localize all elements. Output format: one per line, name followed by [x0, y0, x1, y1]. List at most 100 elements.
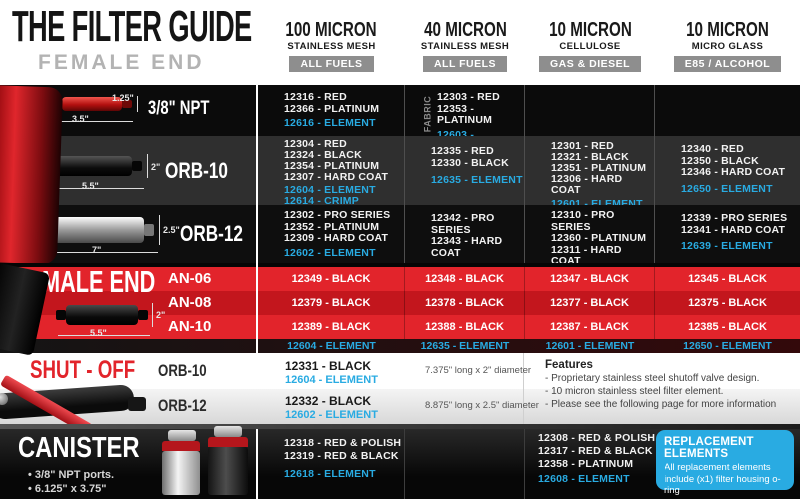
column-fuel-badge: GAS & DIESEL	[538, 56, 642, 72]
part-number: 12332 - BLACK	[285, 394, 372, 408]
divider	[256, 429, 258, 499]
mounting-bracket	[214, 426, 242, 437]
row-label-an06: AN-06	[168, 270, 212, 287]
column-media-label: STAINLESS MESH	[420, 41, 510, 52]
callout-title: REPLACEMENT ELEMENTS	[664, 436, 754, 460]
canister-cap-red	[162, 441, 200, 451]
callout-text: All replacement elements include (x1) fi…	[664, 462, 781, 496]
divider	[0, 424, 800, 429]
page-title: THE FILTER GUIDE	[12, 2, 252, 51]
cell-an08-40micron: 12378 - BLACK	[405, 291, 525, 315]
column-header-100-micron: 100 MICRON STAINLESS MESH ALL FUELS	[258, 20, 405, 72]
element-numbers: 12616 - ELEMENT	[284, 117, 376, 129]
filter-photo-male	[66, 305, 138, 325]
column-fuel-badge: ALL FUELS	[289, 56, 374, 72]
row-label-npt: 3/8" NPT	[148, 98, 210, 119]
cell-an06-40micron: 12348 - BLACK	[405, 267, 525, 291]
shut-off-heading: SHUT - OFF	[30, 356, 136, 384]
filter-end-fitting	[132, 161, 142, 171]
cell-npt-10micron-cellulose	[525, 85, 655, 153]
cell-orb10-10micron-cellulose: 12301 - RED 12321 - BLACK 12351 - PLATIN…	[525, 136, 655, 218]
cell-an10-10micron-cellulose: 12387 - BLACK	[525, 315, 655, 339]
canister-photos	[152, 426, 262, 498]
cell-an06-10micron-cellulose: 12347 - BLACK	[525, 267, 655, 291]
divider	[523, 353, 524, 424]
canister-heading: CANISTER	[18, 432, 140, 464]
column-fuel-badge: ALL FUELS	[422, 56, 508, 72]
dimension-line	[55, 121, 133, 122]
element-number: 12635 - ELEMENT	[420, 340, 510, 352]
cell-orb12-10micron-glass: 12339 - PRO SERIES 12341 - HARD COAT 126…	[655, 205, 800, 282]
element-numbers: 12618 - ELEMENT	[284, 468, 376, 480]
header: THE FILTER GUIDE FEMALE END 100 MICRON S…	[0, 0, 800, 85]
cell-an08-100micron: 12379 - BLACK	[258, 291, 405, 315]
callout-tail	[647, 466, 665, 484]
column-micron-label: 100 MICRON	[285, 19, 378, 41]
part-numbers: 12304 - RED 12324 - BLACK 12354 - PLATIN…	[284, 138, 389, 183]
cell-canister-100micron: 12318 - RED & POLISH 12319 - RED & BLACK…	[284, 437, 401, 481]
part-numbers: 12302 - PRO SERIES 12352 - PLATINUM 1230…	[284, 209, 391, 244]
row-label-orb12: ORB-12	[180, 221, 243, 246]
dimension-line	[159, 215, 160, 245]
table-row-npt: 1.25" 3.5" 3/8" NPT 12316 - RED 12366 - …	[0, 85, 800, 153]
valve-hinge	[0, 393, 8, 405]
canister-bullets: • 3/8" NPT ports. • 6.125" x 3.75"	[28, 469, 115, 495]
row-label-an10: AN-10	[168, 318, 212, 335]
part-number: 12331 - BLACK	[285, 359, 372, 373]
column-micron-label: 10 MICRON	[548, 19, 632, 41]
row-label-shutoff-orb10: ORB-10	[158, 361, 207, 380]
canister-body-black	[208, 447, 248, 495]
column-micron-label: 40 MICRON	[423, 19, 507, 41]
part-numbers: 12308 - RED & POLISH 12317 - RED & BLACK…	[538, 432, 656, 470]
table-row-orb10: 2" 5.5" ORB-10 12304 - RED 12324 - BLACK…	[0, 136, 800, 218]
element-number: 12604 - ELEMENT	[285, 374, 378, 386]
dimension-line	[58, 335, 150, 336]
cell-an08-10micron-glass: 12375 - BLACK	[688, 297, 767, 309]
part-numbers: 12310 - PRO SERIES 12360 - PLATINUM 1231…	[551, 209, 647, 267]
dimension-height: 2"	[156, 310, 166, 320]
element-numbers: 12635 - ELEMENT	[431, 174, 523, 186]
dimension-line	[40, 252, 158, 253]
canister-body-polished	[162, 451, 200, 495]
dimension-line	[48, 188, 144, 189]
column-micron-label: 10 MICRON	[686, 19, 769, 41]
filter-end-fitting	[144, 224, 154, 236]
dimension-length: 7"	[92, 245, 102, 255]
column-media-label: STAINLESS MESH	[287, 41, 376, 52]
cell-orb10-40micron: 12335 - RED 12330 - BLACK 12635 - ELEMEN…	[405, 136, 525, 218]
row-label-an08: AN-08	[168, 294, 212, 311]
cell-orb12-100micron: 12302 - PRO SERIES 12352 - PLATINUM 1230…	[258, 205, 405, 282]
part-numbers: 12342 - PRO SERIES 12343 - HARD COAT	[431, 212, 503, 259]
dimension-height: 2"	[151, 162, 161, 172]
column-header-40-micron: 40 MICRON STAINLESS MESH ALL FUELS	[405, 20, 525, 72]
element-number: 12604 - ELEMENT	[287, 340, 376, 352]
dimension-height: 2.5"	[163, 225, 180, 235]
column-fuel-badge: E85 / ALCOHOL	[673, 56, 782, 72]
row-label-orb10: ORB-10	[165, 158, 228, 183]
element-numbers: 12639 - ELEMENT	[681, 240, 773, 252]
element-numbers: 12608 - ELEMENT	[538, 473, 630, 485]
element-numbers: 12602 - ELEMENT	[284, 246, 376, 259]
column-media-label: MICRO GLASS	[691, 41, 764, 52]
shutoff-orb10-size: 7.375" long x 2" diameter	[425, 365, 532, 376]
shutoff-orb12-part: 12332 - BLACK 12602 - ELEMENT	[285, 394, 378, 422]
male-filter-photo-wrap: 2" 5.5"	[0, 263, 258, 353]
row-label-shutoff-orb12: ORB-12	[158, 396, 207, 415]
column-media-label: CELLULOSE	[559, 41, 621, 52]
element-number: 12650 - ELEMENT	[683, 340, 772, 352]
cell-an10-10micron-glass: 12385 - BLACK	[688, 321, 767, 333]
part-numbers: 12301 - RED 12321 - BLACK 12351 - PLATIN…	[551, 140, 647, 196]
fabric-tag: FABRIC	[422, 95, 433, 133]
male-end-section: 12349 - BLACK 12348 - BLACK 12347 - BLAC…	[0, 262, 800, 356]
canister-section: CANISTER • 3/8" NPT ports. • 6.125" x 3.…	[0, 424, 800, 499]
shutoff-valve-photo	[0, 371, 146, 435]
row-label-cell-orb12: 2.5" 7" ORB-12	[0, 205, 258, 282]
table-row-orb12: 2.5" 7" ORB-12 12302 - PRO SERIES 12352 …	[0, 205, 800, 282]
dimension-line	[152, 303, 153, 327]
filter-photo-orb10	[56, 156, 132, 176]
filter-photo-orb12	[48, 217, 144, 243]
cell-canister-10micron-cellulose: 12308 - RED & POLISH 12317 - RED & BLACK…	[538, 432, 655, 486]
column-header-10-micron-glass: 10 MICRON MICRO GLASS E85 / ALCOHOL	[655, 20, 800, 72]
filter-photo-npt	[62, 97, 122, 111]
shutoff-orb12-size: 8.875" long x 2.5" diameter	[425, 400, 539, 411]
